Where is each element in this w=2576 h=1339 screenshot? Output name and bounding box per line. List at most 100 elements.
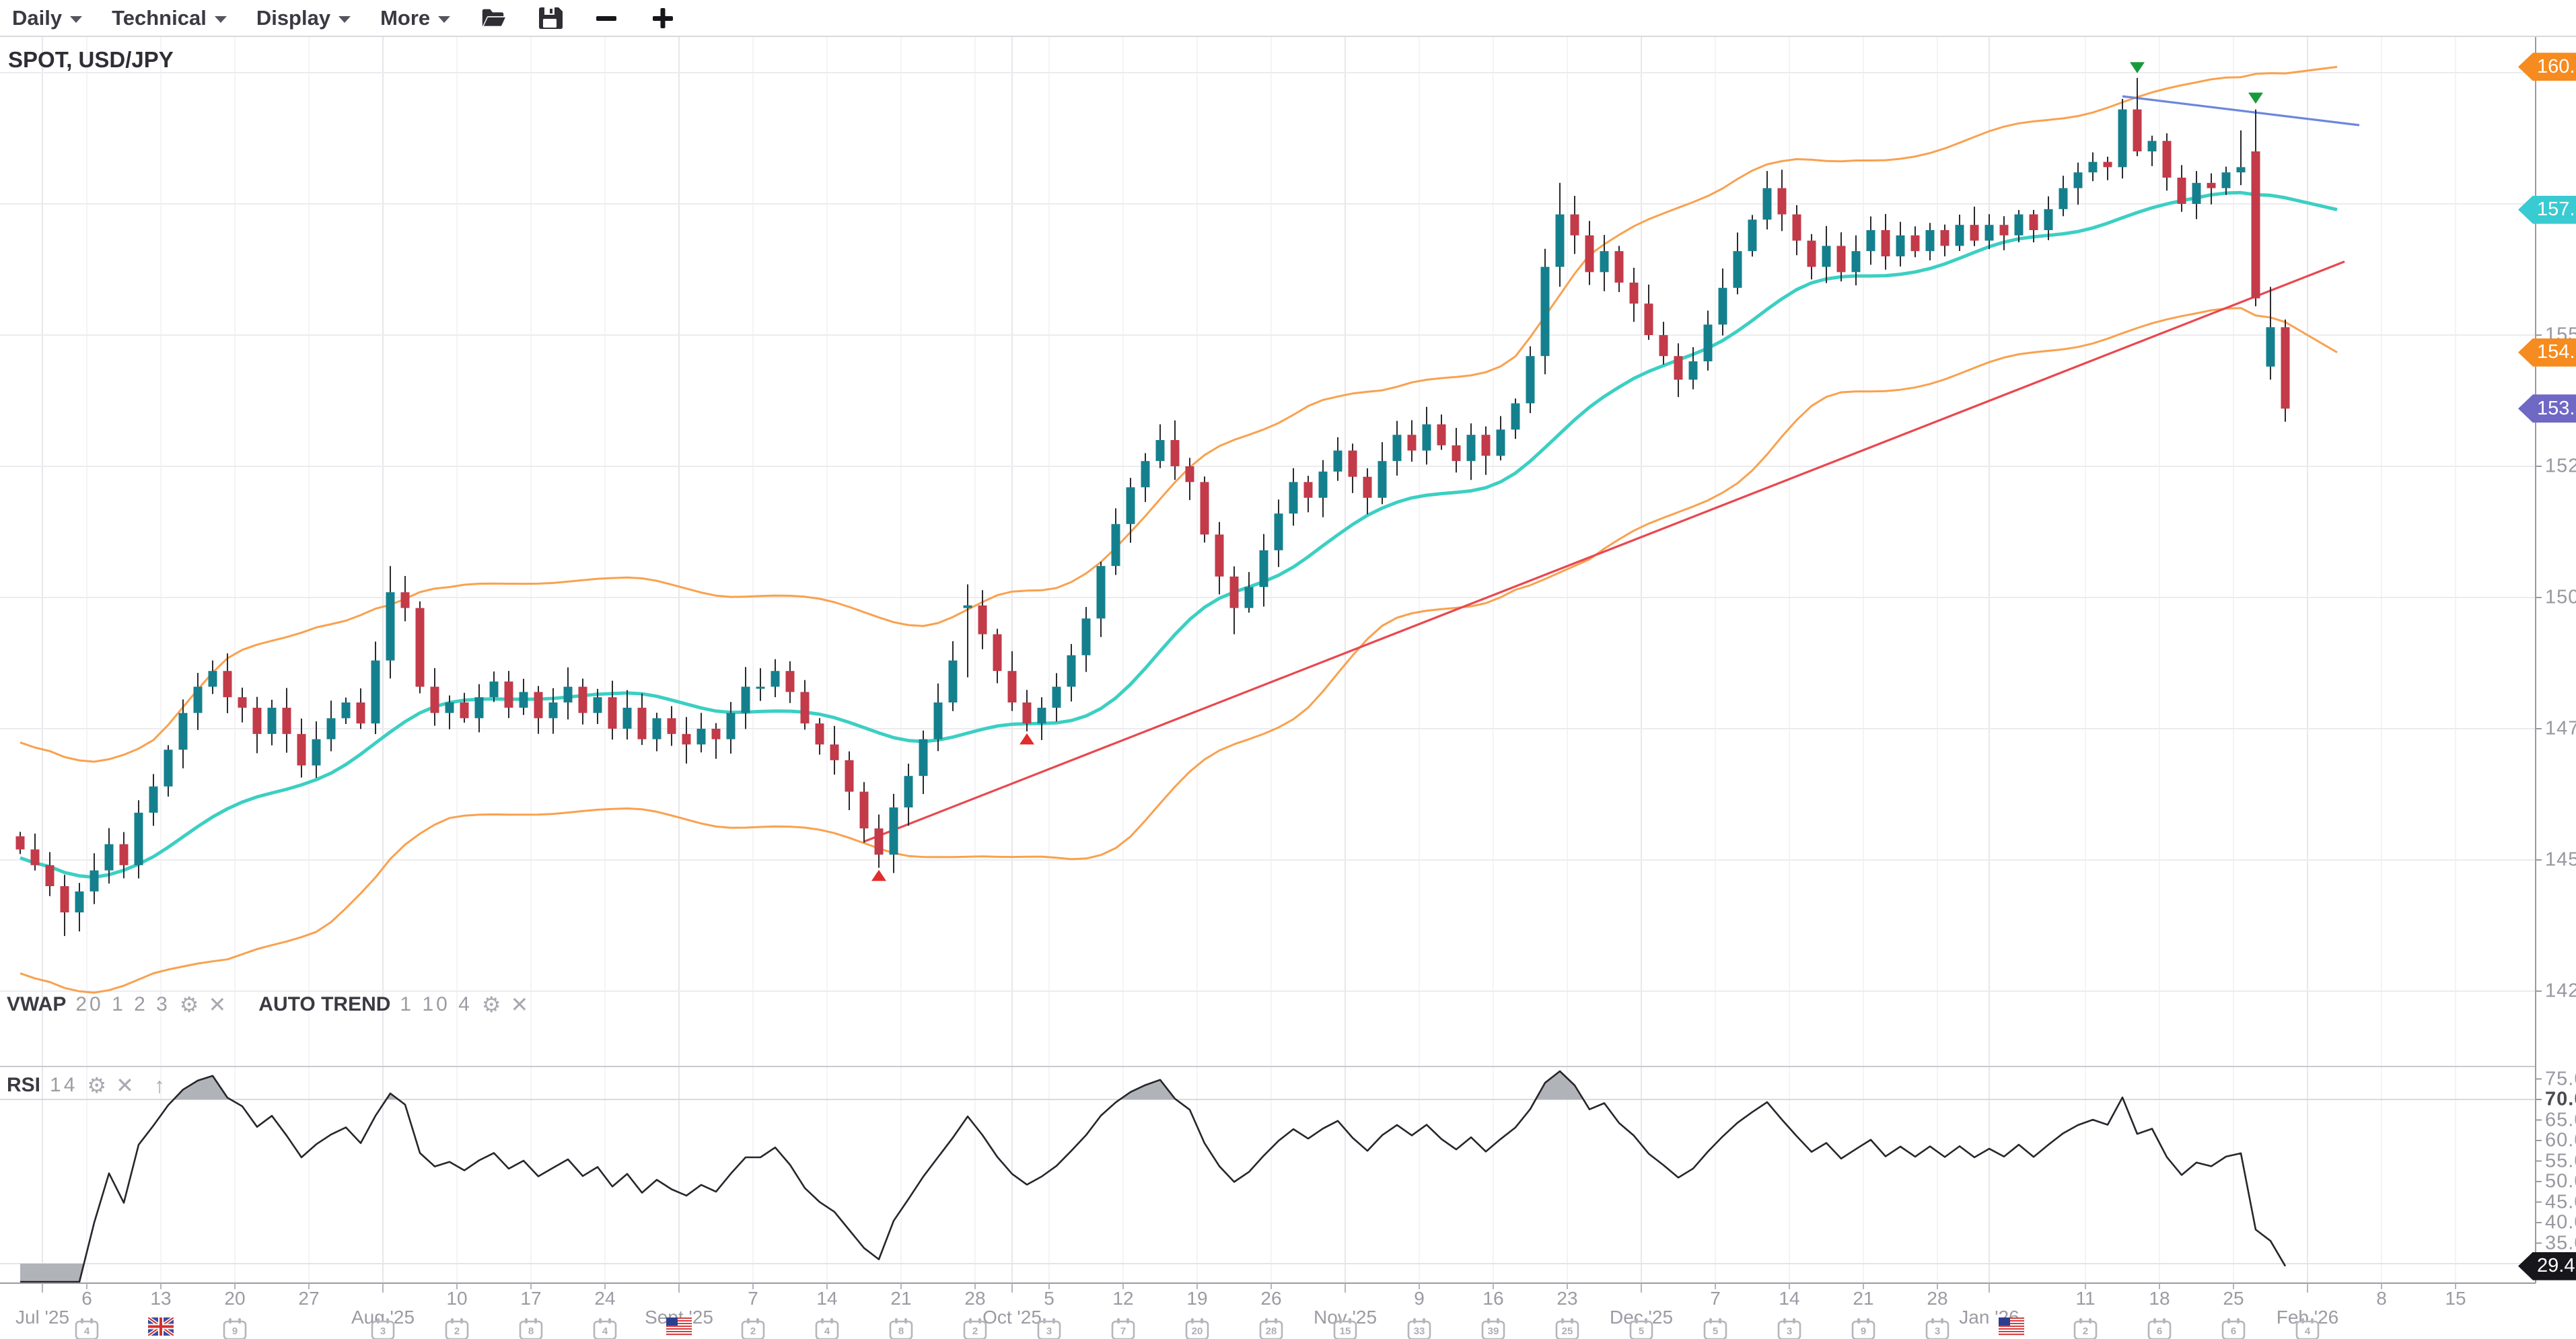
rsi-value-badge: 29.4 (2518, 1252, 2576, 1280)
economic-calendar-icon[interactable]: 5 (1703, 1317, 1727, 1339)
candle-body (2014, 214, 2024, 236)
zoom-in-icon[interactable] (649, 5, 676, 32)
rsi-move-up-icon[interactable]: ↑ (153, 1073, 165, 1097)
us-flag-icon[interactable] (666, 1317, 692, 1339)
resistance-trendline[interactable] (2122, 95, 2360, 126)
economic-calendar-icon[interactable]: 7 (1111, 1317, 1135, 1339)
candle-body (519, 692, 528, 708)
date-axis-week-label: 13 (150, 1288, 172, 1309)
candle-body (430, 686, 439, 713)
candle-body (1348, 450, 1357, 477)
candle-body (267, 707, 277, 734)
save-icon[interactable] (536, 5, 563, 32)
candle-body (1585, 235, 1594, 273)
economic-calendar-icon[interactable]: 4 (75, 1317, 99, 1339)
economic-calendar-icon[interactable]: 2 (741, 1317, 765, 1339)
economic-calendar-icon[interactable]: 6 (2221, 1317, 2246, 1339)
economic-calendar-icon[interactable]: 9 (1851, 1317, 1875, 1339)
candle-body (1762, 188, 1772, 220)
vwap-legend-label: VWAP (7, 993, 67, 1015)
candle-body (1836, 246, 1846, 273)
signal-sell-marker[interactable] (2248, 92, 2263, 104)
menu-display[interactable]: Display (256, 7, 351, 28)
signal-sell-marker[interactable] (2130, 62, 2145, 73)
candle-body (1792, 214, 1801, 241)
economic-calendar-icon[interactable]: 8 (519, 1317, 543, 1339)
zoom-out-icon[interactable] (593, 5, 620, 32)
rsi-oversold-fill (20, 1264, 2285, 1282)
chevron-down-icon (70, 15, 83, 23)
economic-calendar-icon[interactable]: 3 (1925, 1317, 1949, 1339)
candle-body (1200, 482, 1209, 535)
rsi-axis-tick-label: 65.0 (2545, 1109, 2576, 1130)
auto-trend-remove-icon[interactable]: ✕ (510, 992, 529, 1017)
signal-buy-marker[interactable] (871, 869, 886, 881)
menu-more[interactable]: More (380, 7, 451, 28)
economic-calendar-icon[interactable]: 2 (445, 1317, 469, 1339)
economic-calendar-icon[interactable]: 3 (371, 1317, 395, 1339)
economic-calendar-icon[interactable]: 5 (1629, 1317, 1653, 1339)
economic-calendar-icon[interactable]: 2 (2073, 1317, 2098, 1339)
rsi-settings-gear-icon[interactable]: ⚙ (87, 1073, 107, 1097)
support-trendline[interactable] (863, 260, 2345, 843)
candle-body (726, 713, 736, 739)
economic-calendar-icon[interactable]: 3 (1777, 1317, 1801, 1339)
candle-body (2118, 109, 2127, 168)
svg-text:3: 3 (380, 1326, 386, 1337)
candle-body (1407, 435, 1417, 451)
candle-body (104, 844, 114, 871)
candle-body (1141, 461, 1150, 488)
economic-calendar-icon[interactable]: 25 (1555, 1317, 1579, 1339)
candle-body (1244, 587, 1254, 608)
auto-trend-settings-gear-icon[interactable]: ⚙ (481, 992, 501, 1017)
candle-body (1437, 424, 1446, 445)
candle-body (1215, 534, 1224, 577)
candle-body (1007, 671, 1017, 702)
date-axis-week-label: 15 (2445, 1288, 2466, 1309)
economic-calendar-icon[interactable]: 39 (1481, 1317, 1505, 1339)
candle-body (1333, 450, 1343, 472)
candle-body (1600, 251, 1609, 273)
economic-calendar-icon[interactable]: 20 (1185, 1317, 1209, 1339)
economic-calendar-icon[interactable]: 8 (889, 1317, 913, 1339)
economic-calendar-icon[interactable]: 6 (2147, 1317, 2172, 1339)
us-flag-icon[interactable] (1998, 1317, 2025, 1339)
economic-calendar-icon[interactable]: 4 (593, 1317, 617, 1339)
economic-calendar-icon[interactable]: 28 (1259, 1317, 1283, 1339)
candle-body (2059, 188, 2068, 209)
svg-text:8: 8 (528, 1326, 534, 1337)
economic-calendar-icon[interactable]: 33 (1407, 1317, 1431, 1339)
candle-body (696, 729, 706, 745)
menu-technical[interactable]: Technical (112, 7, 227, 28)
economic-calendar-icon[interactable]: 15 (1333, 1317, 1357, 1339)
candle-body (1659, 335, 1668, 357)
rsi-remove-icon[interactable]: ✕ (116, 1073, 134, 1097)
economic-calendar-icon[interactable]: 4 (2295, 1317, 2320, 1339)
menu-timeframe[interactable]: Daily (12, 7, 83, 28)
candle-body (1466, 435, 1476, 462)
economic-calendar-icon[interactable]: 4 (815, 1317, 839, 1339)
candle-body (1452, 445, 1461, 462)
economic-calendar-icon[interactable]: 2 (963, 1317, 987, 1339)
candle-body (993, 634, 1002, 672)
chevron-down-icon (438, 15, 451, 23)
candle-body (371, 660, 380, 724)
economic-calendar-icon[interactable]: 9 (223, 1317, 247, 1339)
vwap-settings-gear-icon[interactable]: ⚙ (179, 992, 199, 1017)
date-axis-week-label: 14 (1779, 1288, 1800, 1309)
svg-text:3: 3 (1935, 1326, 1940, 1337)
folder-open-icon[interactable] (480, 5, 507, 32)
vwap-remove-icon[interactable]: ✕ (208, 992, 227, 1017)
candle-body (1674, 356, 1683, 380)
date-axis-week-label: 25 (2223, 1288, 2244, 1309)
economic-calendar-icon[interactable]: 3 (1037, 1317, 1061, 1339)
candle-body (1363, 476, 1372, 498)
candle-body (1984, 225, 1994, 241)
candle-body (1096, 566, 1106, 619)
uk-flag-icon[interactable] (147, 1315, 175, 1339)
signal-buy-marker[interactable] (1019, 733, 1034, 745)
candle-body (2207, 182, 2216, 188)
candle-body (45, 865, 55, 886)
candle-body (1052, 686, 1061, 708)
